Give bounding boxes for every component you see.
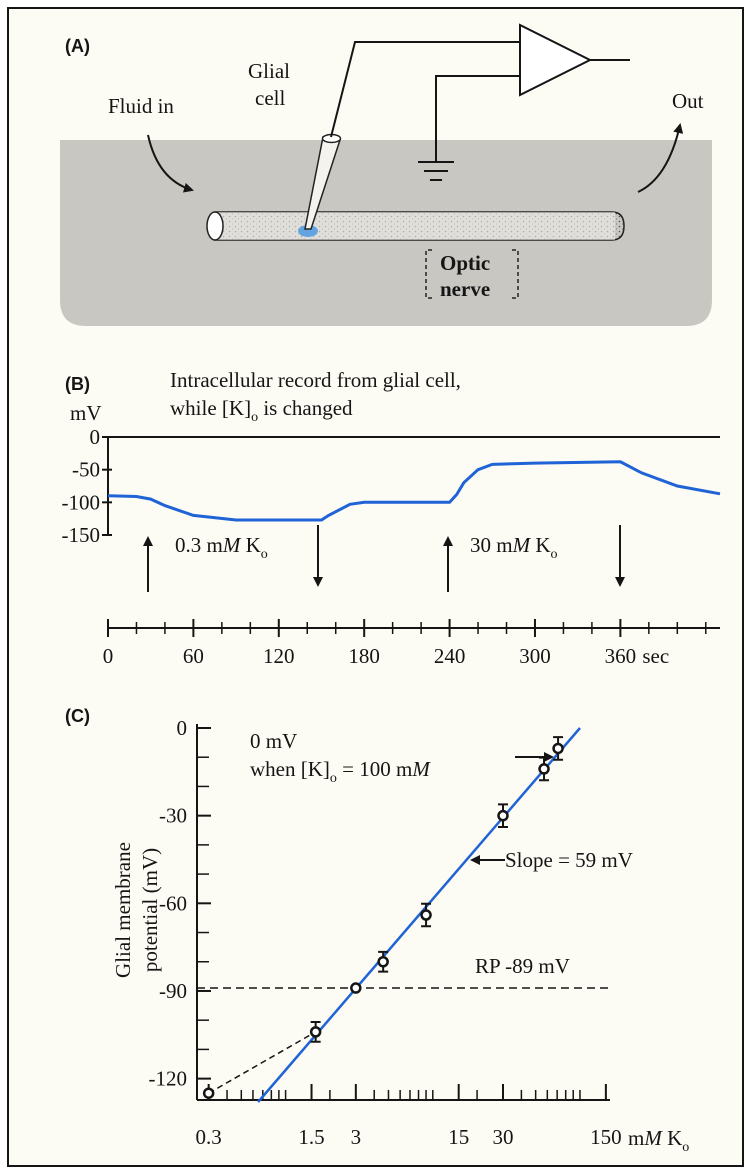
trace bbox=[107, 460, 721, 522]
text-part: K bbox=[530, 533, 550, 557]
text-part: M bbox=[512, 533, 532, 557]
text-part: while [K] bbox=[170, 396, 251, 420]
fit-line bbox=[257, 727, 581, 1103]
y-tick-label: -100 bbox=[62, 490, 101, 514]
text-part: o bbox=[682, 1140, 689, 1155]
data-point bbox=[309, 1026, 322, 1038]
nerve-label: Optic bbox=[440, 251, 490, 275]
text-part: K bbox=[662, 1126, 682, 1150]
annotation: Slope = 59 mV bbox=[505, 848, 633, 872]
glial-cell bbox=[298, 225, 318, 237]
x-axis-label: sec bbox=[642, 644, 669, 668]
outflow-label: Out bbox=[672, 89, 704, 113]
x-tick-label: 150 bbox=[590, 1125, 622, 1149]
y-tick-label: -30 bbox=[159, 804, 187, 828]
x-tick-label: 30 bbox=[493, 1125, 514, 1149]
data-point bbox=[538, 763, 550, 775]
panel-label: (B) bbox=[65, 374, 90, 394]
annotation: 0.3 mM Ko bbox=[175, 533, 268, 562]
y-tick-label: -120 bbox=[149, 1067, 188, 1091]
x-tick-label: 0 bbox=[103, 644, 114, 668]
x-tick-label: 180 bbox=[348, 644, 380, 668]
text-part: M bbox=[411, 757, 431, 781]
text-part: when [K] bbox=[250, 757, 330, 781]
y-tick-label: -90 bbox=[159, 979, 187, 1003]
panel-label: (A) bbox=[65, 36, 90, 56]
x-tick-label: 60 bbox=[183, 644, 204, 668]
panel-a: (A) Glial cell Fluid in Out Optic nerve bbox=[60, 23, 712, 326]
nerve-bracket bbox=[425, 249, 519, 299]
wire bbox=[330, 41, 520, 138]
text-part: K bbox=[240, 533, 260, 557]
x-tick-label: 15 bbox=[448, 1125, 469, 1149]
text-part: 30 m bbox=[470, 533, 513, 557]
y-tick-label: -50 bbox=[72, 458, 100, 482]
y-axis-label: potential (mV) bbox=[138, 848, 162, 972]
x-axis-label: mM Ko bbox=[628, 1126, 689, 1155]
x-tick-label: 300 bbox=[519, 644, 551, 668]
nerve-label: nerve bbox=[440, 277, 490, 301]
annotation: when [K]o = 100 mM bbox=[250, 757, 431, 786]
panel-label: (C) bbox=[65, 706, 90, 726]
arrow-in bbox=[147, 134, 194, 193]
data-point bbox=[497, 809, 509, 822]
data-point bbox=[552, 742, 564, 755]
x-tick-label: 0.3 bbox=[196, 1125, 222, 1149]
text-part: o bbox=[330, 771, 337, 786]
text-part: m bbox=[628, 1126, 644, 1150]
chart-title: Intracellular record from glial cell, bbox=[170, 368, 461, 392]
nerve-body bbox=[215, 212, 615, 240]
y-axis-label: mV bbox=[70, 401, 102, 425]
data-point bbox=[202, 1087, 215, 1099]
y-tick-label: 0 bbox=[90, 425, 101, 449]
x-tick-label: 360 bbox=[605, 644, 637, 668]
ground-wire bbox=[435, 75, 520, 162]
text-part: 0.3 m bbox=[175, 533, 223, 557]
reference-label: RP -89 mV bbox=[475, 954, 570, 978]
x-tick-label: 120 bbox=[263, 644, 295, 668]
text-part: o bbox=[261, 547, 268, 562]
electrode-label: Glial bbox=[248, 59, 290, 83]
x-tick-label: 240 bbox=[434, 644, 466, 668]
y-tick-label: 0 bbox=[177, 716, 188, 740]
data-point bbox=[350, 982, 362, 994]
y-tick-label: -150 bbox=[62, 523, 101, 547]
text-part: o bbox=[251, 410, 258, 425]
text-part: is changed bbox=[258, 396, 353, 420]
text-part: M bbox=[222, 533, 242, 557]
inflow-label: Fluid in bbox=[108, 94, 174, 118]
x-tick-label: 1.5 bbox=[298, 1125, 324, 1149]
arrow-out bbox=[637, 123, 684, 193]
nerve-end bbox=[206, 211, 224, 241]
annotation: 0 mV bbox=[250, 729, 297, 753]
data-point bbox=[377, 956, 389, 968]
text-part: M bbox=[643, 1126, 663, 1150]
connector bbox=[208, 1031, 317, 1094]
x-tick-label: 3 bbox=[351, 1125, 362, 1149]
y-axis-label: Glial membrane bbox=[111, 842, 135, 978]
amplifier bbox=[519, 23, 593, 97]
chart-subtitle: while [K]o is changed bbox=[170, 396, 353, 425]
annotation: 30 mM Ko bbox=[470, 533, 558, 562]
y-tick-label: -60 bbox=[159, 891, 187, 915]
text-part: = 100 m bbox=[337, 757, 412, 781]
data-point bbox=[420, 909, 432, 921]
electrode-label: cell bbox=[255, 86, 285, 110]
text-part: o bbox=[551, 547, 558, 562]
